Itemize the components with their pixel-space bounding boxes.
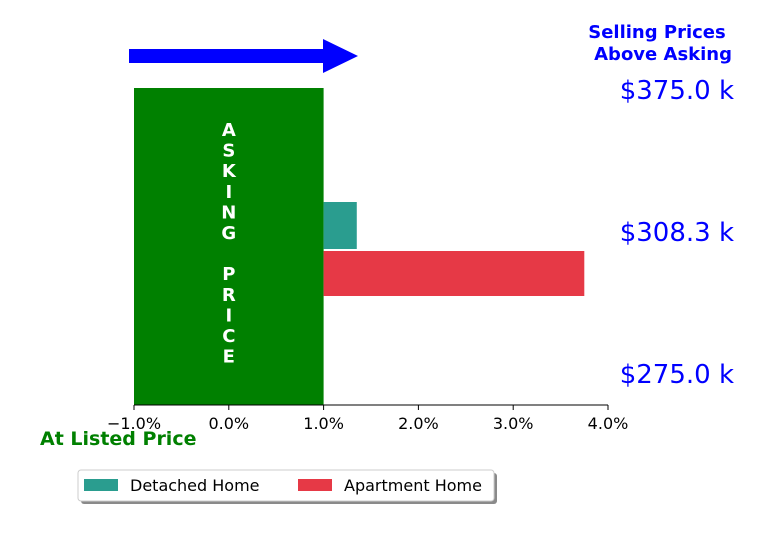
price-label-top: $375.0 k (620, 76, 734, 106)
asking-price-letter: I (225, 305, 232, 326)
legend-box (77, 469, 495, 502)
legend-label-apartment: Apartment Home (344, 476, 482, 495)
bars (323, 202, 585, 296)
legend-swatch-detached (84, 479, 118, 491)
asking-price-letter: I (225, 182, 232, 203)
bar-apartment-home (323, 251, 585, 296)
asking-price-letter: A (222, 120, 236, 141)
asking-price-block (134, 88, 324, 405)
x-tick-label: 2.0% (398, 414, 439, 433)
legend-swatch-apartment (298, 479, 332, 491)
arrow-head (323, 39, 358, 73)
selling-prices-line-1: Selling Prices (588, 22, 725, 43)
price-label-bottom: $275.0 k (620, 360, 734, 390)
asking-price-letter: E (223, 347, 235, 368)
x-tick-label: 0.0% (208, 414, 249, 433)
asking-price-letter: N (221, 202, 236, 223)
at-listed-price-annotation: At Listed Price (40, 428, 196, 450)
asking-price-letter: R (222, 285, 236, 306)
asking-price-letter: C (222, 326, 235, 347)
direction-arrow (129, 39, 358, 73)
asking-price-letter: S (222, 141, 235, 162)
legend-label-detached: Detached Home (130, 476, 260, 495)
x-tick-label: −1.0% (107, 414, 161, 433)
price-label-middle: $308.3 k (620, 218, 734, 248)
x-tick-label: 1.0% (303, 414, 344, 433)
selling-prices-annotation: Selling Prices Above Asking (588, 22, 732, 65)
asking-price-letter: P (222, 264, 235, 285)
selling-prices-line-2: Above Asking (594, 44, 732, 65)
asking-price-letter: G (221, 223, 236, 244)
x-tick-label: 3.0% (493, 414, 534, 433)
asking-price-letter: K (222, 161, 237, 182)
x-tick-label: 4.0% (588, 414, 629, 433)
arrow-shaft (129, 49, 325, 63)
x-axis: −1.0% 0.0% 1.0% 2.0% 3.0% 4.0% (107, 404, 629, 433)
bar-detached-home (323, 202, 357, 249)
legend: Detached Home Apartment Home (77, 469, 497, 504)
